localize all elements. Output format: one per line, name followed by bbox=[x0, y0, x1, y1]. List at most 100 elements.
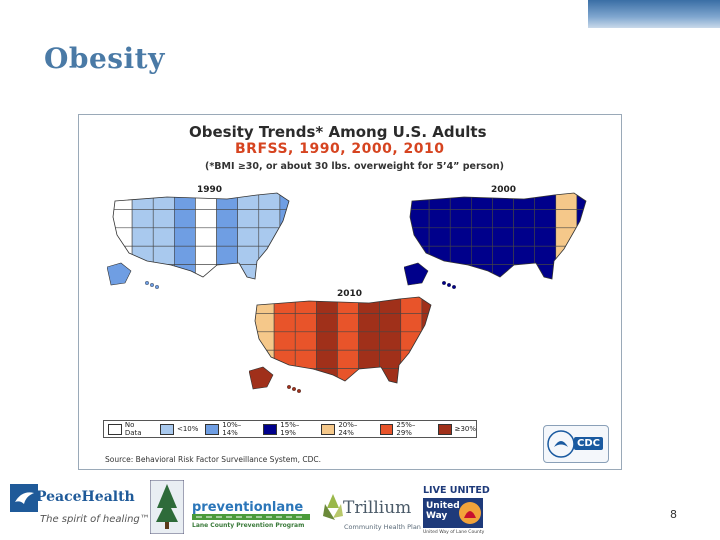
state-region bbox=[255, 331, 275, 351]
state-region bbox=[255, 349, 275, 369]
state-region bbox=[534, 227, 557, 247]
legend-label: <10% bbox=[176, 425, 199, 433]
legend-swatch bbox=[108, 423, 122, 435]
state-region bbox=[195, 227, 217, 247]
state-region bbox=[294, 368, 317, 383]
trillium-tagline: Community Health Plan bbox=[344, 523, 421, 531]
state-region bbox=[279, 209, 289, 229]
hawaii-island bbox=[442, 280, 447, 285]
state-region bbox=[152, 264, 175, 279]
page-number: 8 bbox=[670, 508, 677, 521]
state-region bbox=[279, 193, 289, 210]
legend-item: 15%–19% bbox=[263, 421, 314, 437]
hawaii-island bbox=[287, 384, 292, 389]
state-region bbox=[152, 227, 175, 247]
state-region bbox=[174, 193, 196, 210]
legend-item: 10%–14% bbox=[205, 421, 256, 437]
state-region bbox=[513, 209, 535, 229]
state-region bbox=[428, 209, 451, 229]
state-region bbox=[273, 297, 296, 314]
alaska-region bbox=[404, 262, 429, 286]
state-region bbox=[358, 331, 380, 351]
legend-item: 20%–24% bbox=[321, 421, 372, 437]
state-region bbox=[195, 245, 217, 265]
state-region bbox=[576, 193, 586, 210]
us-map-2000 bbox=[404, 192, 587, 289]
legend-label: 20%–24% bbox=[338, 421, 358, 437]
unitedway-tagline: United Way of Lane County bbox=[423, 530, 485, 535]
state-region bbox=[216, 264, 238, 279]
state-region bbox=[174, 209, 196, 229]
state-region bbox=[449, 193, 472, 210]
state-region bbox=[216, 227, 238, 247]
state-region bbox=[273, 368, 296, 383]
state-region bbox=[358, 349, 380, 369]
state-region bbox=[428, 264, 451, 279]
header-accent-bar bbox=[588, 0, 720, 28]
state-region bbox=[258, 264, 281, 279]
state-region bbox=[273, 313, 296, 333]
state-region bbox=[421, 368, 431, 383]
state-region bbox=[410, 227, 430, 247]
alaska-region bbox=[249, 366, 274, 390]
legend-swatch bbox=[321, 423, 336, 435]
state-region bbox=[316, 331, 338, 351]
state-region bbox=[471, 227, 493, 247]
state-region bbox=[555, 227, 578, 247]
state-region bbox=[216, 245, 238, 265]
legend-swatch bbox=[205, 423, 220, 435]
state-region bbox=[492, 193, 514, 210]
state-region bbox=[379, 313, 402, 333]
state-region bbox=[294, 313, 317, 333]
peacehealth-dove-icon bbox=[10, 484, 38, 512]
state-region bbox=[379, 349, 402, 369]
state-region bbox=[410, 245, 430, 265]
state-region bbox=[513, 245, 535, 265]
state-region bbox=[471, 245, 493, 265]
state-region bbox=[379, 331, 402, 351]
state-region bbox=[131, 209, 154, 229]
state-region bbox=[449, 227, 472, 247]
state-region bbox=[449, 209, 472, 229]
state-region bbox=[337, 313, 359, 333]
state-region bbox=[294, 331, 317, 351]
state-region bbox=[576, 264, 586, 279]
state-region bbox=[513, 193, 535, 210]
state-region bbox=[358, 297, 380, 314]
map-legend: No Data <10% 10%–14% 15%–19% 20%–24% 25%… bbox=[103, 420, 477, 438]
peacehealth-logo-text: PeaceHealth bbox=[36, 489, 135, 505]
legend-swatch bbox=[263, 423, 278, 435]
state-region bbox=[337, 297, 359, 314]
state-region bbox=[449, 245, 472, 265]
state-region bbox=[471, 193, 493, 210]
cdc-label: CDC bbox=[574, 437, 603, 450]
state-region bbox=[216, 193, 238, 210]
state-region bbox=[216, 209, 238, 229]
legend-item: ≥30% bbox=[437, 423, 477, 435]
hawaii-island bbox=[155, 284, 160, 289]
map-outline bbox=[112, 192, 290, 280]
state-region bbox=[195, 193, 217, 210]
state-region bbox=[337, 368, 359, 383]
legend-swatch bbox=[437, 423, 452, 435]
state-region bbox=[113, 209, 133, 229]
state-region bbox=[337, 331, 359, 351]
state-region bbox=[152, 209, 175, 229]
state-region bbox=[273, 331, 296, 351]
state-region bbox=[534, 209, 557, 229]
state-region bbox=[131, 264, 154, 279]
state-region bbox=[358, 313, 380, 333]
state-region bbox=[237, 193, 260, 210]
hhs-eagle-icon bbox=[547, 430, 575, 458]
state-region bbox=[449, 264, 472, 279]
state-region bbox=[316, 297, 338, 314]
state-region bbox=[237, 209, 260, 229]
map-outline bbox=[254, 296, 432, 384]
legend-label: ≥30% bbox=[454, 425, 477, 433]
state-region bbox=[492, 245, 514, 265]
legend-item: 25%–29% bbox=[379, 421, 431, 437]
state-region bbox=[555, 264, 578, 279]
us-map-1990 bbox=[107, 192, 290, 289]
map-year-2010: 2010 bbox=[337, 289, 363, 299]
preventionlane-road-graphic bbox=[192, 514, 310, 520]
